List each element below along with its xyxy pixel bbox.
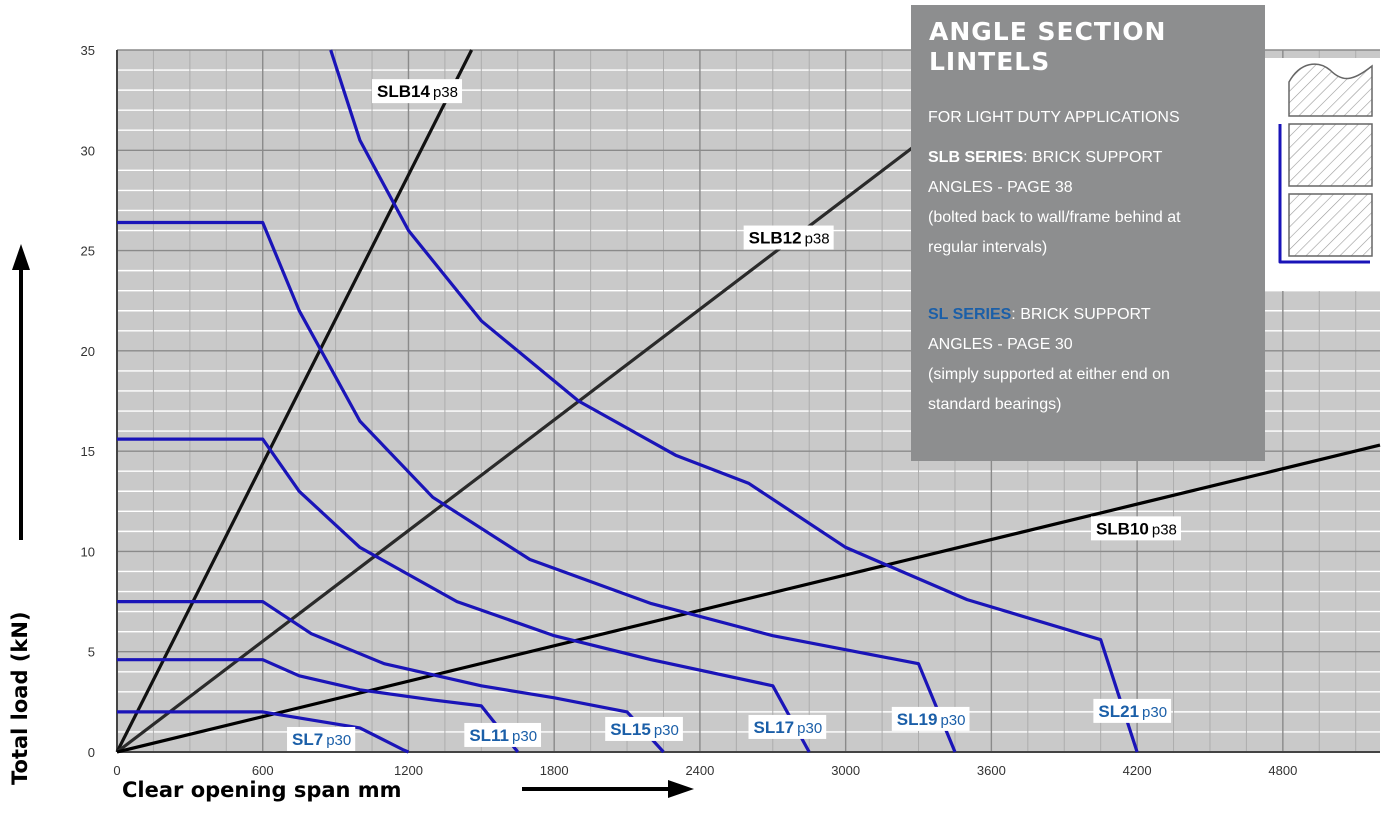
brick-middle-icon — [1288, 123, 1373, 187]
series-label-box — [1090, 516, 1181, 541]
series-label-name: SLB14 — [377, 82, 430, 101]
series-label-page: p38 — [433, 84, 458, 101]
brick-bottom-icon — [1288, 193, 1373, 257]
x-tick-label: 0 — [113, 763, 120, 778]
series-label-text: SL19 p30 — [897, 710, 966, 729]
series-label-name: SL21 — [1098, 702, 1139, 721]
y-tick-label: 0 — [88, 745, 95, 760]
series-label-name: SLB10 — [1096, 519, 1149, 538]
series-label-name: SL11 — [469, 726, 509, 745]
slb-note-1: (bolted back to wall/frame behind at — [928, 209, 1181, 226]
series-label-text: SL17 p30 — [754, 718, 823, 737]
slb-series-line: SLB SERIES: BRICK SUPPORT — [928, 148, 1162, 168]
series-label-page: p30 — [940, 712, 965, 729]
series-label-name: SL7 — [292, 730, 323, 749]
axis-arrows — [12, 244, 694, 798]
y-axis-label: Total load (kN) — [8, 611, 32, 785]
x-tick-label: 4200 — [1123, 763, 1152, 778]
y-tick-label: 10 — [81, 544, 95, 559]
series-label-page: p30 — [512, 728, 537, 745]
series-label-sl17: SL17 p30 — [748, 714, 827, 739]
info-title: ANGLE SECTION LINTELS — [929, 17, 1167, 76]
series-label-slb12: SLB12 p38 — [743, 225, 834, 250]
series-label-box — [748, 714, 827, 739]
series-label-text: SL11 p30 — [469, 726, 537, 745]
x-arrow-head-icon — [668, 780, 694, 798]
series-label-box — [372, 79, 463, 104]
angle-lintel-icon — [1278, 124, 1370, 264]
series-label-box — [1093, 698, 1172, 723]
y-tick-label: 35 — [81, 43, 95, 58]
series-label-sl15: SL15 p30 — [605, 716, 683, 741]
series-label-page: p38 — [1152, 521, 1177, 538]
series-line-slb10 — [116, 443, 1381, 754]
y-tick-label: 20 — [81, 344, 95, 359]
slb-series-name: SLB SERIES — [928, 149, 1024, 166]
sl-series-line: SL SERIES: BRICK SUPPORT — [928, 305, 1151, 325]
series-label-page: p30 — [654, 722, 679, 739]
series-line-slb12 — [116, 104, 969, 754]
sl-note-2: standard bearings) — [928, 396, 1062, 413]
series-label-text: SLB12 p38 — [749, 229, 830, 248]
series-label-text: SL21 p30 — [1098, 702, 1167, 721]
series-label-name: SL17 — [754, 718, 795, 737]
series-label-box — [605, 716, 683, 741]
series-label-sl19: SL19 p30 — [891, 706, 970, 731]
series-label-page: p30 — [326, 732, 351, 749]
series-label-text: SLB10 p38 — [1096, 519, 1177, 538]
x-tick-label: 2400 — [685, 763, 714, 778]
x-tick-label: 3600 — [977, 763, 1006, 778]
series-label-name: SL15 — [610, 720, 651, 739]
series-label-name: SLB12 — [749, 229, 802, 248]
y-tick-label: 25 — [81, 244, 95, 259]
series-label-name: SL19 — [897, 710, 938, 729]
series-label-page: p38 — [805, 231, 830, 248]
lintel-diagram — [1265, 58, 1400, 291]
y-tick-label: 30 — [81, 143, 95, 158]
series-line-slb14 — [115, 49, 474, 753]
series-label-slb10: SLB10 p38 — [1090, 516, 1181, 541]
slb-series-desc2: ANGLES - PAGE 38 — [928, 179, 1073, 196]
sl-series-desc2: ANGLES - PAGE 30 — [928, 336, 1073, 353]
series-label-text: SL15 p30 — [610, 720, 679, 739]
slb-note-2: regular intervals) — [928, 239, 1048, 256]
series-line-sl17 — [117, 437, 811, 753]
series-label-box — [743, 225, 834, 250]
series-line-sl11 — [117, 658, 520, 753]
series-label-page: p30 — [1142, 704, 1167, 721]
series-label-box — [464, 722, 542, 747]
y-tick-label: 15 — [81, 444, 95, 459]
series-line-sl7 — [117, 710, 410, 754]
series-line-sl21 — [329, 49, 1139, 753]
x-axis-label: Clear opening span mm — [122, 778, 402, 802]
slb-series-desc: : BRICK SUPPORT — [1023, 149, 1163, 166]
y-arrow-head-icon — [12, 244, 30, 270]
series-line-sl15 — [117, 599, 665, 754]
series-label-box — [891, 706, 970, 731]
x-tick-label: 600 — [252, 763, 274, 778]
series-label-slb14: SLB14 p38 — [372, 79, 463, 104]
brick-top-icon — [1288, 63, 1373, 117]
series-label-sl7: SL7 p30 — [287, 726, 356, 751]
sl-series-desc: : BRICK SUPPORT — [1011, 306, 1151, 323]
x-tick-label: 1200 — [394, 763, 423, 778]
series-label-box — [287, 726, 356, 751]
sl-series-name: SL SERIES — [928, 306, 1012, 323]
series-label-sl21: SL21 p30 — [1093, 698, 1172, 723]
series-label-page: p30 — [797, 720, 822, 737]
series-label-text: SL7 p30 — [292, 730, 351, 749]
series-line-sl19 — [117, 220, 957, 753]
series-label-text: SLB14 p38 — [377, 82, 458, 101]
y-tick-label: 5 — [88, 645, 95, 660]
x-tick-label: 4800 — [1268, 763, 1297, 778]
sl-note-1: (simply supported at either end on — [928, 366, 1170, 383]
info-subtitle: FOR LIGHT DUTY APPLICATIONS — [928, 109, 1180, 126]
info-panel: ANGLE SECTION LINTELS FOR LIGHT DUTY APP… — [911, 5, 1265, 461]
x-tick-label: 1800 — [540, 763, 569, 778]
series-label-sl11: SL11 p30 — [464, 722, 542, 747]
x-tick-label: 3000 — [831, 763, 860, 778]
